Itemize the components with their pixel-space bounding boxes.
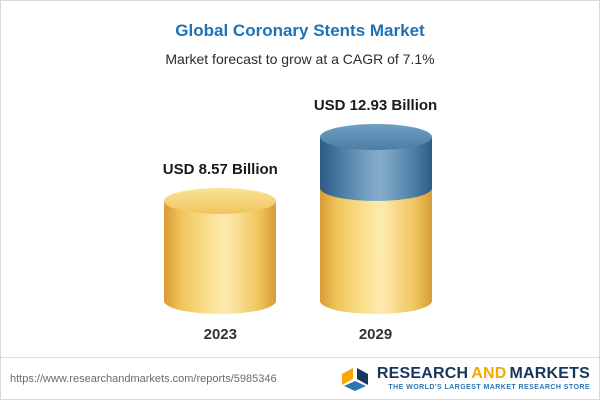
report-url[interactable]: https://www.researchandmarkets.com/repor…: [10, 372, 277, 385]
page-title: Global Coronary Stents Market: [175, 21, 425, 40]
cylinder-top-2023: [164, 188, 277, 214]
base-segment: [164, 201, 277, 314]
category-label-2023: 2023: [203, 326, 237, 343]
category-label-2029: 2029: [358, 326, 393, 343]
cylinder-top-2029: [319, 124, 432, 150]
logo-word-research: RESEARCH: [376, 364, 469, 382]
base-segment: [319, 188, 432, 314]
bar-column-2023: USD 8.57 Billion 2023: [163, 161, 278, 343]
logo-text: RESEARCH AND MARKETS THE WORLD'S LARGEST M…: [376, 364, 590, 392]
logo-mark-icon: [341, 368, 368, 391]
page-subtitle: Market forecast to grow at a CAGR of 7.1…: [165, 51, 435, 67]
cylinder-2023: [164, 188, 277, 314]
logo-tagline: THE WORLD'S LARGEST MARKET RESEARCH STOR…: [388, 384, 590, 392]
cylinder-2029: [319, 124, 432, 314]
bar-chart: USD 8.57 Billion 2023 USD 12.93 Billion …: [1, 91, 599, 343]
bar-column-2029: USD 12.93 Billion 2029: [314, 97, 437, 343]
logo-word-markets: MARKETS: [509, 364, 590, 382]
logo-wordmark: RESEARCH AND MARKETS: [376, 364, 590, 383]
value-label-2029: USD 12.93 Billion: [313, 97, 438, 114]
footer: https://www.researchandmarkets.com/repor…: [1, 357, 599, 399]
logo-word-and: AND: [471, 364, 507, 382]
researchandmarkets-logo: RESEARCH AND MARKETS THE WORLD'S LARGEST M…: [340, 365, 590, 392]
value-label-2023: USD 8.57 Billion: [162, 161, 278, 178]
chart-header: Global Coronary Stents Market Market for…: [1, 1, 599, 67]
